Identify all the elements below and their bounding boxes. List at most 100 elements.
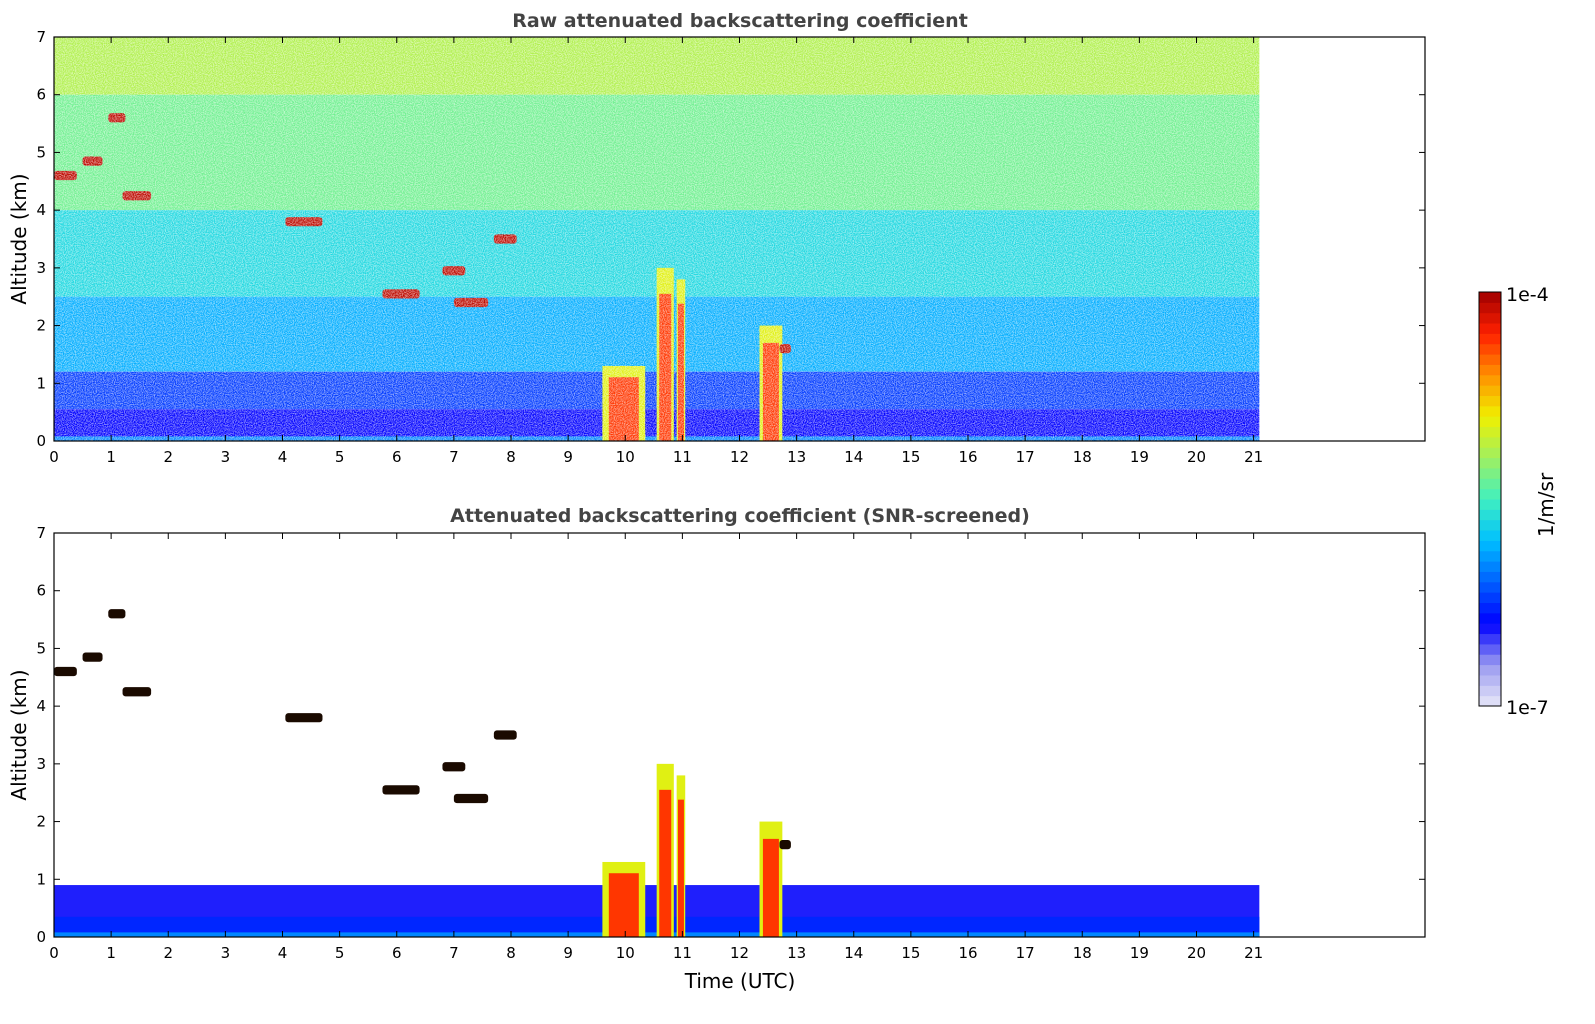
colorbar-step [1479, 695, 1501, 707]
colorbar-max-label: 1e-4 [1506, 284, 1549, 306]
colorbar-step [1479, 385, 1501, 396]
y-tick-label: 6 [36, 582, 46, 600]
y-tick-label: 3 [36, 755, 46, 773]
colorbar-step [1479, 509, 1501, 521]
x-tick-label: 8 [506, 448, 516, 466]
colorbar-step [1479, 292, 1501, 303]
colorbar-step [1479, 374, 1501, 386]
colorbar-step [1479, 426, 1501, 438]
x-tick-label: 14 [844, 944, 863, 962]
x-tick-label: 21 [1244, 448, 1263, 466]
colorbar-step [1479, 467, 1501, 479]
x-tick-label: 9 [563, 448, 573, 466]
colorbar-step [1479, 302, 1501, 314]
cloud-layer [122, 687, 152, 697]
x-tick-label: 6 [392, 944, 402, 962]
x-tick-label: 1 [106, 944, 116, 962]
y-tick-label: 2 [36, 317, 46, 335]
x-tick-label: 17 [1016, 448, 1035, 466]
colorbar-unit-label: 1/m/sr [1534, 472, 1558, 537]
x-tick-label: 2 [163, 448, 173, 466]
colorbar-step [1479, 499, 1501, 510]
x-tick-label: 15 [901, 944, 920, 962]
y-tick-label: 5 [36, 639, 46, 657]
x-tick-label: 7 [449, 448, 459, 466]
colorbar-frame [1478, 291, 1502, 707]
colorbar-step [1479, 395, 1501, 407]
snr-screened-panel: Attenuated backscattering coefficient (S… [7, 505, 1426, 993]
x-tick-label: 11 [673, 448, 692, 466]
convective-plume-core [608, 873, 639, 937]
y-tick-label: 5 [36, 143, 46, 161]
colorbar-step [1479, 643, 1501, 655]
cloud-layer [779, 840, 791, 850]
colorbar-step [1479, 343, 1501, 355]
x-tick-label: 10 [616, 448, 635, 466]
colorbar-step [1479, 519, 1501, 531]
x-tick-label: 9 [563, 944, 573, 962]
convective-plume-core [659, 789, 672, 937]
x-tick-label: 20 [1187, 448, 1206, 466]
colorbar-steps [1479, 292, 1501, 707]
cloud-layer [442, 762, 466, 772]
x-tick-label: 15 [901, 448, 920, 466]
cloud-layer [82, 652, 103, 662]
colorbar-step [1479, 581, 1501, 593]
x-tick-label: 8 [506, 944, 516, 962]
x-tick-label: 16 [958, 448, 977, 466]
colorbar-min-label: 1e-7 [1506, 697, 1549, 719]
y-tick-label: 3 [36, 259, 46, 277]
x-tick-label: 18 [1073, 944, 1092, 962]
x-axis-label: Time (UTC) [684, 969, 796, 993]
x-tick-label: 19 [1130, 944, 1149, 962]
colorbar-step [1479, 540, 1501, 552]
colorbar-step [1479, 488, 1501, 500]
x-tick-label: 6 [392, 448, 402, 466]
x-tick-label: 18 [1073, 448, 1092, 466]
x-tick-label: 7 [449, 944, 459, 962]
x-tick-label: 3 [221, 448, 231, 466]
colorbar-step [1479, 478, 1501, 490]
y-tick-label: 1 [36, 374, 46, 392]
chart-title: Raw attenuated backscattering coefficien… [512, 10, 968, 32]
noise-overlay [54, 37, 1261, 441]
x-axis-ticks: 0 1 2 3 4 5 6 7 8 9 10 11 12 13 14 15 16 17 18 19 20 21 [49, 533, 1263, 962]
x-tick-label: 20 [1187, 944, 1206, 962]
x-tick-label: 0 [49, 448, 59, 466]
colorbar-step [1479, 354, 1501, 365]
colorbar: 1e-4 1e-7 1/m/sr [1478, 284, 1558, 719]
x-tick-label: 10 [616, 944, 635, 962]
y-tick-label: 7 [36, 524, 46, 542]
y-tick-label: 2 [36, 813, 46, 831]
y-axis-label: Altitude (km) [7, 669, 31, 800]
cloud-layer [453, 793, 489, 804]
y-axis-label: Altitude (km) [7, 173, 31, 304]
x-tick-label: 5 [335, 448, 345, 466]
colorbar-step [1479, 416, 1501, 428]
x-tick-label: 11 [673, 944, 692, 962]
colorbar-step [1479, 364, 1501, 376]
x-tick-label: 3 [221, 944, 231, 962]
y-axis-ticks: 0 1 2 3 4 5 6 7 [36, 524, 1425, 946]
colorbar-step [1479, 654, 1501, 666]
x-tick-label: 4 [278, 448, 288, 466]
colorbar-step [1479, 571, 1501, 583]
y-tick-label: 0 [36, 928, 46, 946]
cloud-layer [108, 609, 126, 619]
chart-title: Attenuated backscattering coefficient (S… [450, 505, 1030, 527]
y-tick-label: 1 [36, 870, 46, 888]
y-tick-label: 6 [36, 86, 46, 104]
x-tick-label: 2 [163, 944, 173, 962]
x-tick-label: 12 [730, 944, 749, 962]
x-tick-label: 1 [106, 448, 116, 466]
colorbar-step [1479, 623, 1501, 635]
colorbar-step [1479, 530, 1501, 541]
x-tick-label: 13 [787, 448, 806, 466]
colorbar-step [1479, 457, 1501, 469]
y-tick-label: 4 [36, 697, 46, 715]
colorbar-step [1479, 612, 1501, 624]
x-tick-label: 17 [1016, 944, 1035, 962]
convective-plume-core [677, 799, 684, 937]
